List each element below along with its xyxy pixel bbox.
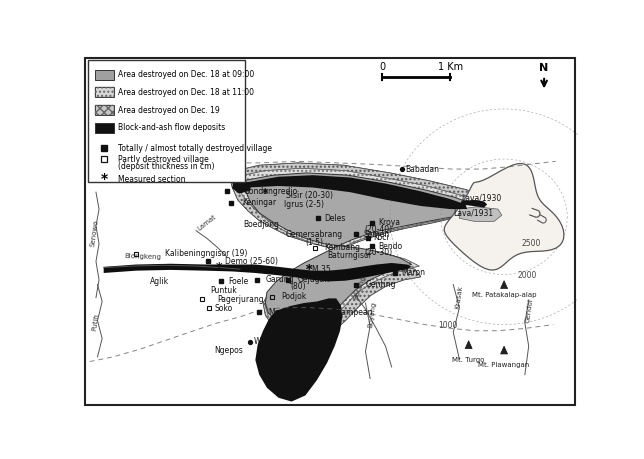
Text: Babadan: Babadan: [406, 164, 439, 174]
Text: Podjok: Podjok: [281, 292, 306, 302]
Text: 2500: 2500: [521, 239, 540, 248]
Text: Block-and-ash flow deposits: Block-and-ash flow deposits: [117, 123, 225, 132]
Text: Lava/1930: Lava/1930: [461, 193, 501, 202]
Text: ⊃: ⊃: [533, 211, 549, 229]
Text: Bendo: Bendo: [379, 241, 402, 251]
Text: Kalibeningngisor (19): Kalibeningngisor (19): [166, 249, 248, 258]
Text: Measured section: Measured section: [117, 174, 185, 184]
Polygon shape: [461, 200, 487, 207]
Text: Maron: Maron: [402, 269, 426, 278]
Text: 0: 0: [379, 62, 386, 72]
Text: 1 Km: 1 Km: [438, 62, 463, 72]
Text: Garung: Garung: [265, 275, 294, 285]
Text: Gemersabrang: Gemersabrang: [286, 230, 343, 239]
Text: 2000: 2000: [517, 271, 536, 280]
Polygon shape: [230, 163, 486, 340]
Text: Gendol: Gendol: [525, 298, 535, 323]
Text: Semen: Semen: [363, 230, 390, 239]
Text: Medjing: Medjing: [269, 308, 299, 317]
Text: (20-40): (20-40): [365, 224, 393, 234]
Text: Genting: Genting: [365, 280, 396, 289]
Polygon shape: [444, 163, 564, 270]
Text: Putih: Putih: [91, 312, 100, 331]
Text: *: *: [306, 263, 312, 276]
Text: Demo (25-60): Demo (25-60): [225, 257, 278, 266]
Text: Blongkeng: Blongkeng: [124, 253, 162, 261]
Text: Boedjong: Boedjong: [243, 220, 279, 229]
Text: *: *: [101, 172, 108, 186]
Text: *: *: [275, 332, 281, 345]
Text: Totally / almost totally destroyed village: Totally / almost totally destroyed villa…: [117, 144, 272, 153]
Text: Soko: Soko: [214, 304, 232, 313]
Text: Puntuk: Puntuk: [211, 286, 237, 295]
Text: Kembang: Kembang: [325, 243, 361, 252]
Bar: [95, 105, 114, 115]
Text: Mt. Patakalap-alap: Mt. Patakalap-alap: [472, 292, 536, 298]
Text: Sisir (20-30): Sisir (20-30): [286, 191, 333, 200]
Bar: [95, 87, 114, 97]
Text: Klampean: Klampean: [335, 308, 373, 317]
Text: Ngepos: Ngepos: [214, 346, 243, 355]
Text: Wates: Wates: [254, 337, 278, 346]
Text: M 35: M 35: [312, 265, 330, 274]
Text: Area destroyed on Dec. 18 at 09:00: Area destroyed on Dec. 18 at 09:00: [117, 70, 254, 79]
Text: (deposit thickness in cm): (deposit thickness in cm): [117, 162, 214, 171]
Text: 1000: 1000: [438, 321, 457, 330]
Text: Mt. Plawangan: Mt. Plawangan: [478, 362, 530, 368]
Bar: [88, 61, 245, 182]
Polygon shape: [236, 168, 478, 334]
Polygon shape: [104, 263, 412, 281]
Text: Area destroyed on Dec. 18 at 11:00: Area destroyed on Dec. 18 at 11:00: [117, 88, 254, 97]
Text: (1.5): (1.5): [306, 238, 324, 246]
Text: Partly destroyed village: Partly destroyed village: [117, 155, 208, 163]
Polygon shape: [500, 346, 507, 354]
Text: Lava/1931: Lava/1931: [453, 208, 493, 218]
Text: *: *: [305, 263, 312, 276]
Text: Pagerjurang: Pagerjurang: [217, 295, 263, 304]
Polygon shape: [256, 298, 343, 402]
Polygon shape: [244, 173, 473, 330]
Bar: [95, 70, 114, 80]
Text: Igrus (2-5): Igrus (2-5): [284, 200, 324, 209]
Text: Gejugan: Gejugan: [298, 275, 330, 285]
Text: Kroya: Kroya: [379, 218, 401, 228]
Polygon shape: [459, 207, 502, 221]
Text: Deles: Deles: [325, 214, 346, 223]
Text: Mt. Turgo: Mt. Turgo: [453, 357, 485, 363]
Text: Baturngisor: Baturngisor: [328, 251, 372, 260]
Text: Batang: Batang: [353, 274, 367, 300]
Text: *: *: [216, 261, 222, 274]
Text: Gondangredjo: Gondangredjo: [244, 187, 298, 196]
Text: Senowo: Senowo: [90, 220, 100, 247]
Text: (20-30): (20-30): [365, 248, 393, 257]
Text: Koci: Koci: [373, 233, 389, 242]
Polygon shape: [500, 281, 507, 289]
Text: (80): (80): [290, 281, 305, 291]
Text: *: *: [262, 187, 269, 200]
Text: ⊃: ⊃: [525, 203, 544, 224]
Text: Area destroyed on Dec. 19: Area destroyed on Dec. 19: [117, 106, 219, 115]
Polygon shape: [248, 175, 467, 209]
Bar: [95, 123, 114, 133]
Text: Aglik: Aglik: [149, 277, 169, 286]
Bar: [95, 87, 114, 97]
Polygon shape: [465, 341, 472, 348]
Text: Foele: Foele: [229, 277, 249, 286]
Text: Lamat: Lamat: [196, 214, 217, 232]
Text: Boyong: Boyong: [367, 302, 377, 329]
Text: N: N: [540, 63, 549, 73]
Text: Krasak: Krasak: [455, 285, 464, 309]
Text: Keningar: Keningar: [242, 198, 276, 207]
Bar: [95, 105, 114, 115]
Polygon shape: [232, 180, 252, 194]
